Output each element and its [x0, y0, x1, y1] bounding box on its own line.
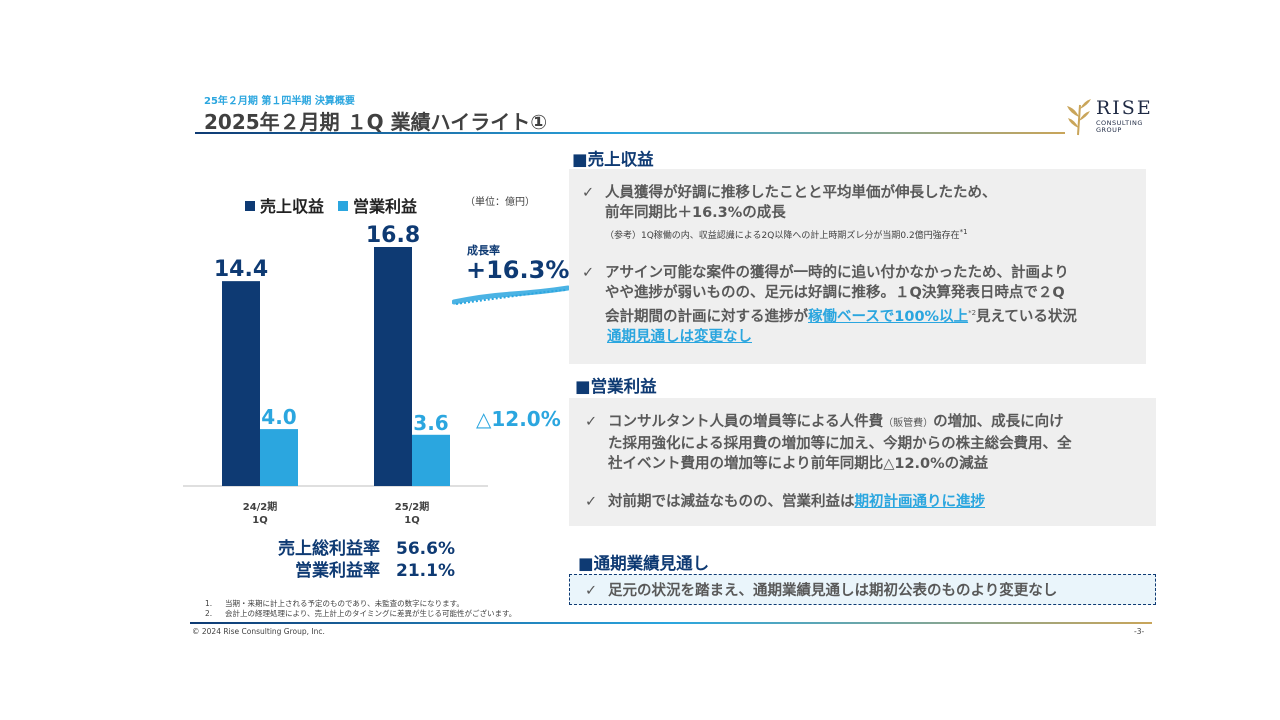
footnote-1: 1. 当期・来期に計上される予定のものであり、未監査の数字になります。	[205, 599, 464, 608]
bar-op-profit-1	[260, 429, 298, 486]
copyright: © 2024 Rise Consulting Group, Inc.	[192, 627, 325, 636]
page-title: 2025年２月期 １Q 業績ハイライト①	[204, 110, 548, 134]
revenue-heading: ■売上収益	[572, 150, 654, 169]
op-profit-panel	[569, 398, 1156, 526]
footnote-2: 2. 会計上の経理処理により、売上計上のタイミングに差異が生じる可能性がございます…	[205, 609, 517, 618]
op-profit-heading: ■営業利益	[575, 377, 657, 396]
outlook-heading: ■通期業績見通し	[578, 554, 710, 573]
category-label-1-line-2: 1Q	[252, 515, 267, 526]
wheat-logo-icon	[1067, 99, 1091, 136]
revenue-profit-bar-chart: 14.4 4.0 24/2期 1Q 16.8 3.6 25/2期 1Q	[183, 223, 488, 526]
page-number: -3-	[1134, 627, 1145, 636]
legend-revenue: 売上収益	[245, 193, 324, 217]
data-label-revenue-2: 16.8	[366, 223, 420, 248]
outlook-panel	[569, 574, 1156, 605]
logo-wordmark: RISE	[1096, 97, 1153, 119]
forecast-unchanged-link: 通期見通しは変更なし	[607, 328, 752, 345]
revenue-bullet-1: ✓ 人員獲得が好調に推移したことと平均単価が伸長したため、 前年同期比＋16.3…	[582, 185, 997, 221]
revenue-reference-note: （参考）1Q稼働の内、収益認識による2Q以降への計上時期ズレ分が当期0.2億円強…	[605, 228, 968, 241]
title-divider	[195, 132, 1065, 134]
revenue-bullet-2: ✓ アサイン可能な案件の獲得が一時的に追い付かなかったため、計画より やや進捗が…	[582, 265, 1077, 345]
chart-legend: 売上収益 営業利益	[245, 193, 417, 217]
data-label-op-profit-2: 3.6	[413, 411, 448, 435]
growth-arrow-stroke	[452, 285, 571, 305]
logo-subtext: CONSULTING GROUP	[1096, 119, 1143, 134]
utilization-link: 稼働ベースで100%以上	[808, 308, 969, 325]
data-label-op-profit-1: 4.0	[261, 405, 296, 429]
footer-divider	[190, 622, 1152, 624]
company-logo: RISE CONSULTING GROUP	[1064, 97, 1154, 137]
op-profit-bullet-2: ✓ 対前期では減益なものの、営業利益は期初計画通りに進捗	[585, 494, 986, 510]
category-label-2-line-1: 25/2期	[395, 500, 430, 513]
unit-label: （単位：億円）	[465, 197, 535, 208]
legend-op-profit: 営業利益	[338, 193, 417, 217]
op-profit-bullet-1: ✓ コンサルタント人員の増員等による人件費（販管費）の増加、成長に向け た採用強…	[585, 414, 1072, 472]
operating-margin-row: 営業利益率 21.1%	[295, 561, 455, 581]
plan-progress-link: 期初計画通りに進捗	[854, 494, 986, 510]
category-label-2-line-2: 1Q	[404, 515, 419, 526]
footnotes: 1. 当期・来期に計上される予定のものであり、未監査の数字になります。 2. 会計上…	[205, 599, 516, 619]
bar-op-profit-2	[412, 434, 450, 486]
op-profit-decline-value: △12.0%	[476, 407, 561, 431]
outlook-bullet-1: ✓ 足元の状況を踏まえ、通期業績見通しは期初公表のものより変更なし	[585, 583, 1058, 599]
page-subtitle: 25年２月期 第１四半期 決算概要	[204, 96, 355, 107]
revenue-panel	[569, 169, 1146, 364]
growth-rate-label: 成長率	[467, 244, 500, 257]
bar-revenue-1	[222, 281, 260, 486]
category-label-1-line-1: 24/2期	[243, 500, 278, 513]
gross-margin-row: 売上総利益率 56.6%	[278, 539, 455, 559]
data-label-revenue-1: 14.4	[214, 257, 268, 282]
margin-ratios: 売上総利益率 56.6% 営業利益率 21.1%	[250, 538, 455, 582]
bar-revenue-2	[374, 247, 412, 486]
growth-rate-value: +16.3%	[466, 256, 570, 284]
